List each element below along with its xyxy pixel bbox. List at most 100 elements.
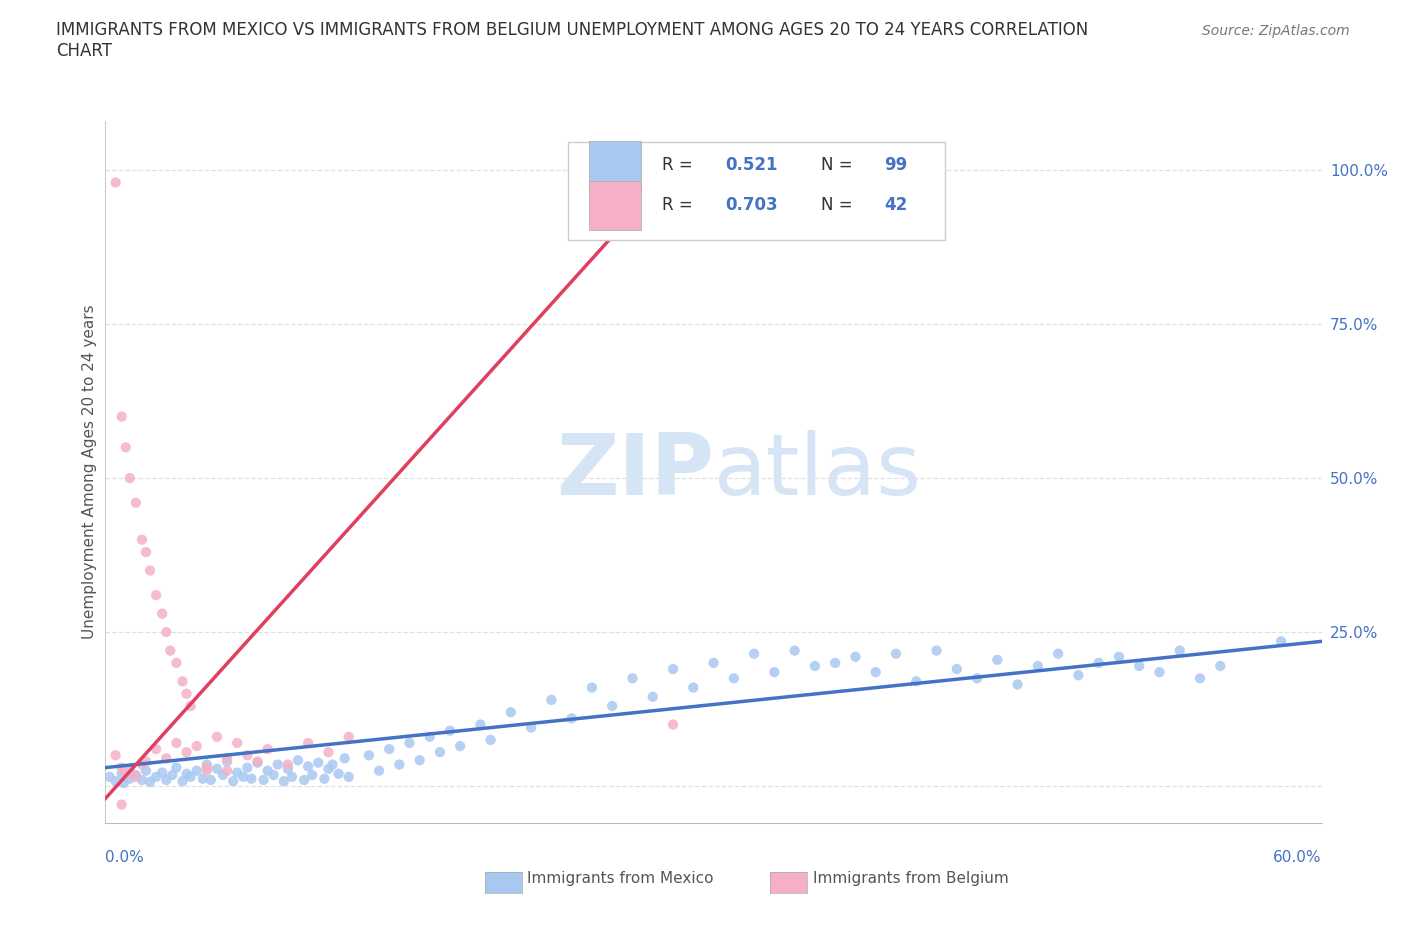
Point (145, 588, 167, 603)
Point (1209, 658, 1232, 673)
Text: 99: 99 (884, 156, 907, 174)
Point (277, 762, 299, 777)
Point (357, 748, 380, 763)
Point (844, 649, 866, 664)
Point (398, 736, 420, 751)
Point (131, 773, 153, 788)
Point (470, 717, 492, 732)
Text: 0.521: 0.521 (725, 156, 778, 174)
Point (1168, 644, 1191, 658)
Point (205, 729, 228, 744)
Text: 60.0%: 60.0% (1274, 850, 1322, 865)
Point (176, 686, 198, 701)
Point (388, 757, 411, 772)
Point (217, 764, 239, 778)
Point (114, 766, 136, 781)
Point (499, 705, 522, 720)
Point (195, 760, 218, 775)
Point (125, 496, 148, 511)
Point (600, 698, 623, 713)
Point (246, 754, 269, 769)
Text: atlas: atlas (713, 431, 921, 513)
Point (321, 757, 343, 772)
Text: 0.0%: 0.0% (105, 850, 145, 865)
Text: 42: 42 (884, 196, 907, 214)
Point (252, 773, 274, 788)
Point (111, 760, 134, 775)
Text: IMMIGRANTS FROM MEXICO VS IMMIGRANTS FROM BELGIUM UNEMPLOYMENT AMONG AGES 20 TO : IMMIGRANTS FROM MEXICO VS IMMIGRANTS FRO… (56, 21, 1088, 39)
Point (256, 764, 278, 778)
Point (641, 689, 664, 704)
Point (111, 409, 134, 424)
Point (301, 767, 323, 782)
Point (1026, 658, 1049, 673)
Point (165, 736, 187, 751)
Point (104, 175, 127, 190)
Point (114, 440, 136, 455)
Point (176, 766, 198, 781)
Point (925, 644, 948, 658)
Point (449, 738, 471, 753)
Point (1128, 658, 1150, 673)
Point (165, 656, 187, 671)
Point (561, 711, 583, 725)
Point (408, 752, 430, 767)
Point (125, 767, 148, 782)
Point (222, 774, 245, 789)
Point (217, 751, 239, 765)
Point (112, 776, 135, 790)
Point (145, 742, 167, 757)
Point (172, 774, 194, 789)
Point (662, 661, 685, 676)
FancyBboxPatch shape (589, 180, 641, 230)
Point (723, 671, 745, 685)
Point (205, 762, 228, 777)
Point (314, 771, 336, 786)
Point (150, 765, 173, 780)
Point (307, 755, 329, 770)
Text: N =: N = (821, 156, 858, 174)
Point (1007, 677, 1029, 692)
Point (226, 765, 249, 780)
Point (287, 752, 309, 767)
Point (439, 724, 461, 738)
Point (263, 767, 285, 782)
Point (267, 757, 290, 772)
Point (150, 606, 173, 621)
Point (368, 764, 391, 778)
Point (104, 774, 127, 789)
Y-axis label: Unemployment Among Ages 20 to 24 years: Unemployment Among Ages 20 to 24 years (82, 305, 97, 639)
Point (520, 720, 543, 735)
Point (195, 757, 218, 772)
Point (682, 680, 704, 695)
Point (155, 773, 177, 788)
Text: Immigrants from Mexico: Immigrants from Mexico (527, 870, 714, 885)
Text: R =: R = (662, 196, 699, 214)
Point (824, 656, 846, 671)
Point (277, 757, 299, 772)
Point (419, 729, 441, 744)
Point (186, 764, 208, 778)
Point (986, 652, 1008, 667)
Point (945, 661, 967, 676)
Text: R =: R = (662, 156, 699, 174)
Point (621, 671, 644, 685)
Point (240, 771, 263, 786)
Point (1189, 671, 1212, 685)
Text: Immigrants from Belgium: Immigrants from Belgium (813, 870, 1008, 885)
Point (135, 764, 157, 778)
Point (131, 757, 153, 772)
Point (217, 754, 239, 769)
Point (212, 767, 235, 782)
Point (333, 751, 356, 765)
Point (118, 764, 141, 778)
Point (118, 771, 141, 786)
Point (479, 733, 502, 748)
Point (98, 769, 121, 784)
Text: ZIP: ZIP (555, 431, 713, 513)
Point (783, 644, 806, 658)
Point (139, 563, 162, 578)
Point (180, 769, 202, 784)
Point (318, 762, 340, 777)
Point (1047, 646, 1070, 661)
